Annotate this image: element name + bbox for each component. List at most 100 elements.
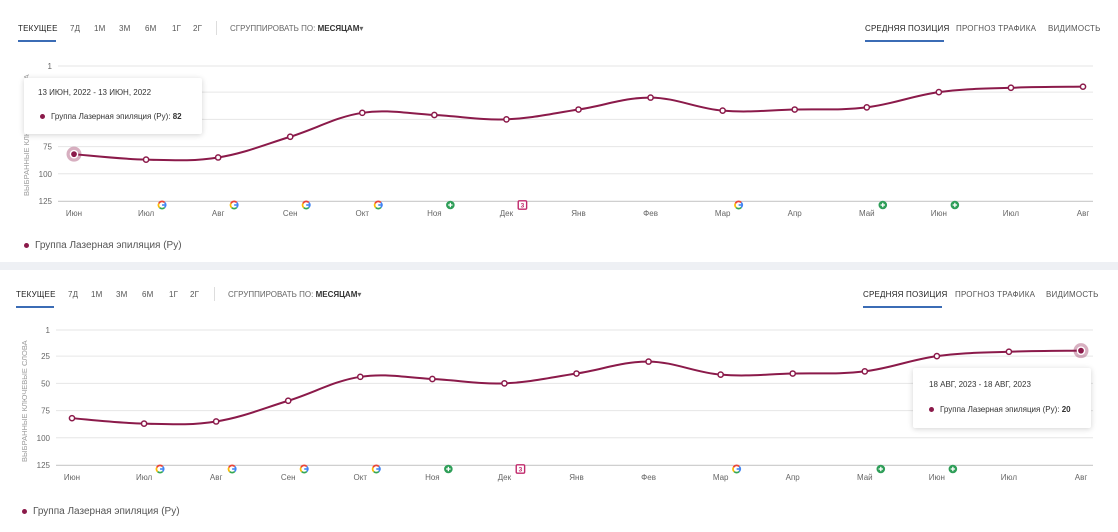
x-tick-label: Сен	[283, 209, 298, 218]
view-tab-traffic-forecast[interactable]: ПРОГНОЗ ТРАФИКА	[956, 24, 1037, 33]
chart-panel-1: ТЕКУЩЕЕ 7Д 1М 3М 6М 1Г 2Г СГРУППИРОВАТЬ …	[0, 0, 1118, 262]
data-point	[142, 156, 150, 163]
x-tick-label: Авг	[212, 209, 225, 218]
google-icon	[732, 464, 742, 474]
calendar-icon: 3	[515, 464, 526, 474]
highlight-point	[1076, 346, 1086, 355]
google-icon	[734, 200, 744, 210]
x-tick-label: Сен	[281, 473, 296, 482]
x-tick-label: Ноя	[425, 473, 440, 482]
calendar-count-label: 3	[519, 466, 523, 473]
google-icon	[371, 464, 381, 474]
period-tab-2y[interactable]: 2Г	[190, 290, 200, 299]
group-by-dropdown[interactable]: СГРУППИРОВАТЬ ПО: МЕСЯЦАМ▾	[230, 24, 363, 33]
data-point	[358, 109, 366, 117]
calendar-icon: 3	[517, 200, 528, 210]
data-point	[140, 420, 148, 427]
data-point	[214, 154, 222, 161]
view-tab-visibility[interactable]: ВИДИМОСТЬ	[1046, 290, 1099, 299]
google-icon	[301, 200, 311, 210]
period-tab-1m[interactable]: 1М	[94, 24, 106, 33]
y-tick-label: 100	[37, 434, 51, 443]
data-point	[647, 94, 654, 101]
tooltip-series-label: Группа Лазерная эпиляция (Ру):	[940, 405, 1060, 414]
y-tick-label: 1	[46, 326, 51, 335]
data-point	[286, 133, 294, 141]
x-tick-label: Окт	[354, 473, 368, 482]
y-tick-label: 125	[39, 197, 53, 206]
plus-icon	[444, 464, 453, 474]
data-point	[573, 370, 580, 377]
data-point	[1007, 84, 1015, 92]
chart-legend[interactable]: Группа Лазерная эпиляция (Ру)	[24, 240, 182, 251]
view-tab-avg-position[interactable]: СРЕДНЯЯ ПОЗИЦИЯ	[863, 290, 948, 299]
period-tab-7d[interactable]: 7Д	[70, 24, 81, 33]
x-tick-label: Апр	[786, 473, 801, 482]
chart-legend[interactable]: Группа Лазерная эпиляция (Ру)	[22, 506, 180, 517]
google-icon	[155, 464, 165, 474]
x-tick-label: Мар	[715, 209, 731, 218]
google-icon	[299, 464, 309, 474]
period-tab-current[interactable]: ТЕКУЩЕЕ	[16, 290, 56, 299]
google-icon	[373, 200, 383, 210]
x-tick-label: Дек	[500, 209, 514, 218]
plus-icon	[950, 200, 960, 210]
x-tick-label: Янв	[571, 209, 585, 218]
data-point	[1079, 83, 1087, 91]
period-tab-6m[interactable]: 6М	[145, 24, 157, 33]
y-tick-label: 50	[41, 379, 50, 388]
google-icon	[229, 200, 239, 210]
tooltip-series-row: Группа Лазерная эпиляция (Ру): 82	[40, 112, 182, 121]
y-tick-label: 75	[43, 143, 52, 152]
period-tab-3m[interactable]: 3М	[119, 24, 131, 33]
chevron-down-icon: ▾	[357, 290, 362, 299]
x-tick-label: Июл	[138, 209, 155, 218]
period-tab-7d[interactable]: 7Д	[68, 290, 79, 299]
line-chart: 1255075100125ИюнИюлАвгСенОктНояДекЯнвФев…	[39, 62, 1093, 218]
data-point	[429, 375, 436, 383]
x-tick-label: Авг	[210, 473, 223, 482]
x-tick-label: Июн	[929, 473, 945, 482]
period-tab-1y[interactable]: 1Г	[172, 24, 182, 33]
x-tick-label: Мар	[713, 473, 729, 482]
plus-icon	[948, 464, 958, 474]
period-tab-1y[interactable]: 1Г	[169, 290, 179, 299]
period-tab-6m[interactable]: 6М	[142, 290, 154, 299]
x-tick-label: Апр	[788, 209, 803, 218]
view-tab-traffic-forecast[interactable]: ПРОГНОЗ ТРАФИКА	[955, 290, 1036, 299]
period-tab-2y[interactable]: 2Г	[193, 24, 203, 33]
data-point	[791, 106, 799, 113]
legend-dot-icon	[24, 242, 29, 248]
tooltip-date: 13 ИЮН, 2022 - 13 ИЮН, 2022	[38, 88, 152, 97]
period-tab-current[interactable]: ТЕКУЩЕЕ	[18, 24, 58, 33]
group-by-label: СГРУППИРОВАТЬ ПО:	[228, 290, 314, 299]
data-point	[789, 370, 797, 377]
data-point	[503, 115, 510, 123]
calendar-count-label: 3	[521, 202, 525, 209]
data-point	[717, 371, 724, 378]
plus-icon	[446, 200, 455, 210]
period-tab-3m[interactable]: 3М	[116, 290, 128, 299]
tooltip-series-row: Группа Лазерная эпиляция (Ру): 20	[929, 405, 1071, 414]
x-tick-label: Авг	[1075, 473, 1088, 482]
x-tick-label: Май	[859, 209, 875, 218]
data-point	[861, 368, 869, 375]
legend-label: Группа Лазерная эпиляция (Ру)	[35, 240, 182, 251]
data-point	[645, 358, 652, 365]
y-tick-label: 100	[39, 170, 53, 179]
tooltip-series-label: Группа Лазерная эпиляция (Ру):	[51, 112, 171, 121]
view-tab-visibility[interactable]: ВИДИМОСТЬ	[1048, 24, 1101, 33]
plus-icon	[878, 200, 888, 210]
group-by-dropdown[interactable]: СГРУППИРОВАТЬ ПО: МЕСЯЦАМ▾	[228, 290, 361, 299]
data-point	[863, 104, 871, 111]
active-tab-underline	[16, 306, 54, 308]
active-view-underline	[865, 40, 944, 42]
period-tab-1m[interactable]: 1М	[91, 290, 103, 299]
view-tab-avg-position[interactable]: СРЕДНЯЯ ПОЗИЦИЯ	[865, 24, 950, 33]
x-tick-label: Июн	[931, 209, 947, 218]
x-tick-label: Авг	[1077, 209, 1090, 218]
y-tick-label: 1	[48, 62, 53, 71]
series-line	[73, 85, 1084, 162]
x-tick-label: Июл	[1001, 473, 1018, 482]
data-point	[356, 373, 364, 381]
